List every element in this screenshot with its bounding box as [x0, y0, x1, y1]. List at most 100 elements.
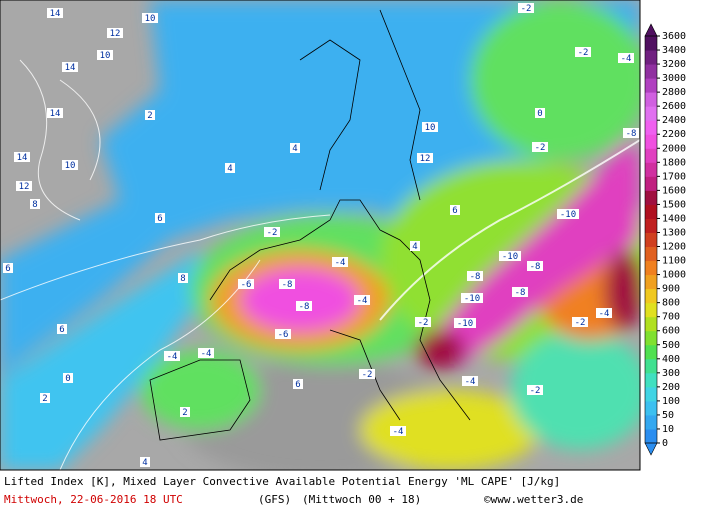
contour-label-box [518, 3, 534, 13]
contour-label-box [596, 308, 612, 318]
contour-label: -2 [362, 370, 373, 380]
contour-label: 4 [412, 242, 417, 252]
contour-label-box [512, 287, 528, 297]
contour-label-box [296, 301, 312, 311]
colorbar-label: 2200 [662, 129, 686, 140]
colorbar-swatch [645, 288, 657, 304]
colorbar-swatch [645, 64, 657, 79]
contour-label: 10 [65, 161, 76, 171]
contour-label-box [527, 385, 543, 395]
contour-label-box [332, 257, 348, 267]
contour-label: 12 [110, 29, 121, 39]
colorbar-label: 600 [662, 326, 680, 337]
contour-label: -4 [167, 352, 178, 362]
colorbar-label: 2000 [662, 143, 686, 154]
contour-label-box [532, 142, 548, 152]
contour-label-box [450, 205, 460, 215]
colorbar-swatch [645, 400, 657, 416]
colorbar-swatch [645, 260, 657, 276]
contour-label: -8 [299, 302, 310, 312]
contour-label-box [572, 317, 588, 327]
colorbar-label: 2800 [662, 87, 686, 98]
contour-label: -4 [599, 309, 610, 319]
contour-label-box [155, 213, 165, 223]
contour-label-box [264, 227, 280, 237]
colorbar-swatch [645, 414, 657, 430]
colorbar-label: 1300 [662, 227, 686, 238]
contour-label-box [40, 393, 50, 403]
contour-label-box [499, 251, 521, 261]
colorbar-label: 2400 [662, 115, 686, 126]
colorbar-swatch [645, 120, 657, 135]
contour-label-box [62, 160, 78, 170]
colorbar-swatch [645, 204, 657, 219]
colorbar-swatch [645, 302, 657, 318]
contour-label-box [557, 209, 579, 219]
contour-label: -4 [201, 349, 212, 359]
contour-label: 14 [17, 153, 28, 163]
contour-label: -8 [515, 288, 526, 298]
colorbar-label: 400 [662, 354, 680, 365]
contour-label-box [63, 373, 73, 383]
contour-label: -10 [560, 210, 576, 220]
contour-label: 4 [292, 144, 297, 154]
contour-label: 14 [65, 63, 76, 73]
colorbar: 0 10 50 100 200 300 400 500 600 700 800 900 1000 1100… [644, 23, 686, 456]
colorbar-label: 50 [662, 410, 674, 421]
contour-label: 8 [180, 274, 185, 284]
colorbar-swatch [645, 428, 657, 444]
contour-label-box [454, 318, 476, 328]
contour-label: -4 [393, 427, 404, 437]
contour-label-box [62, 62, 78, 72]
colorbar-label: 3600 [662, 31, 686, 42]
contour-label-box [359, 369, 375, 379]
contour-label: 10 [100, 51, 111, 61]
colorbar-swatch [645, 190, 657, 205]
contour-label: 12 [420, 154, 431, 164]
contour-label: -8 [530, 262, 541, 272]
colorbar-swatch [645, 106, 657, 121]
colorbar-label: 800 [662, 298, 680, 309]
contour-label-box [180, 407, 190, 417]
contour-label-box [238, 279, 254, 289]
contour-label: 2 [147, 111, 152, 121]
contour-label: -4 [335, 258, 346, 268]
contour-label-box [410, 241, 420, 251]
contour-label-box [30, 199, 40, 209]
contour-label-box [16, 181, 32, 191]
contour-label-box [535, 108, 545, 118]
contour-label-box [47, 8, 63, 18]
colorbar-swatch [645, 386, 657, 402]
contour-label: 6 [5, 264, 10, 274]
contour-label: 4 [142, 458, 147, 468]
contour-label-box [623, 128, 639, 138]
colorbar-swatch [645, 92, 657, 107]
colorbar-label: 1100 [662, 256, 686, 267]
contour-label-box [97, 50, 113, 60]
contour-label: -8 [470, 272, 481, 282]
contour-label-box [47, 108, 63, 118]
contour-label-box [279, 279, 295, 289]
contour-label: 6 [157, 214, 162, 224]
contour-label: 8 [32, 200, 37, 210]
contour-label: 10 [145, 14, 156, 24]
colorbar-label: 2600 [662, 101, 686, 112]
colorbar-label: 100 [662, 396, 680, 407]
contour-label: -2 [418, 318, 429, 328]
colorbar-label: 3000 [662, 73, 686, 84]
colorbar-arrow-top [644, 23, 658, 37]
colorbar-swatch [645, 78, 657, 93]
contour-label-box [390, 426, 406, 436]
colorbar-swatch [645, 218, 657, 233]
contour-label: -2 [578, 48, 589, 58]
colorbar-swatch [645, 330, 657, 346]
colorbar-swatch [645, 246, 657, 262]
colorbar-label: 0 [662, 438, 668, 449]
contour-label-box [140, 457, 150, 467]
contour-label: -2 [575, 318, 586, 328]
colorbar-label: 3400 [662, 45, 686, 56]
contour-label: -8 [626, 129, 637, 139]
contour-label: -2 [267, 228, 278, 238]
